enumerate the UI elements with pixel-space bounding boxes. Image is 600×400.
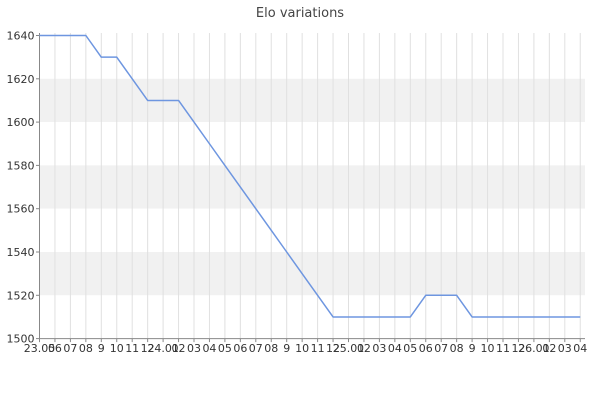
y-tick-label: 1620 [7,73,35,86]
x-tick-label: 08 [264,342,278,355]
x-tick-label: 04 [202,342,216,355]
x-tick-label: 02 [357,342,371,355]
band-white [39,208,585,252]
y-tick-label: 1580 [7,159,35,172]
x-tick-label: 12 [511,342,525,355]
x-tick-label: 10 [481,342,495,355]
x-tick-label: 11 [125,342,139,355]
x-tick-label: 11 [311,342,325,355]
y-tick-label: 1640 [7,30,35,43]
x-tick-label: 25.01 [333,342,365,355]
x-tick-label: 05 [403,342,417,355]
x-tick-label: 02 [172,342,186,355]
y-tick-label: 1600 [7,116,35,129]
x-tick-label: 06 [419,342,433,355]
y-tick-label: 1500 [7,333,35,346]
band-gray [39,78,585,123]
x-tick-label: 12 [326,342,340,355]
x-tick-label: 07 [249,342,263,355]
x-tick-label: 03 [187,342,201,355]
x-tick-label: 23.05 [24,342,56,355]
band-white [39,122,585,166]
x-tick-label: 03 [372,342,386,355]
elo-series-line [39,34,581,318]
y-tick-label: 1520 [7,289,35,302]
x-tick-label: 06 [48,342,62,355]
x-tick-label: 06 [233,342,247,355]
x-tick-label: 07 [63,342,77,355]
x-tick-label: 11 [496,342,510,355]
x-tick-label: 04 [573,342,587,355]
x-tick-label: 26.01 [518,342,550,355]
y-tick-label: 1560 [7,203,35,216]
band-white [39,35,585,79]
x-tick-label: 03 [558,342,572,355]
x-tick-label: 10 [110,342,124,355]
x-tick-label: 10 [295,342,309,355]
x-tick-label: 12 [141,342,155,355]
x-tick-label: 02 [542,342,556,355]
x-tick-label: 08 [450,342,464,355]
x-tick-label: 05 [218,342,232,355]
x-tick-label: 24.01 [147,342,179,355]
y-tick-label: 1540 [7,246,35,259]
x-tick-label: 04 [388,342,402,355]
chart-title: Elo variations [255,6,345,21]
x-tick-label: 08 [79,342,93,355]
x-tick-label: 07 [434,342,448,355]
x-tick-label: 9 [283,342,290,355]
x-tick-label: 9 [469,342,476,355]
band-gray [39,165,585,209]
x-tick-label: 9 [98,342,105,355]
